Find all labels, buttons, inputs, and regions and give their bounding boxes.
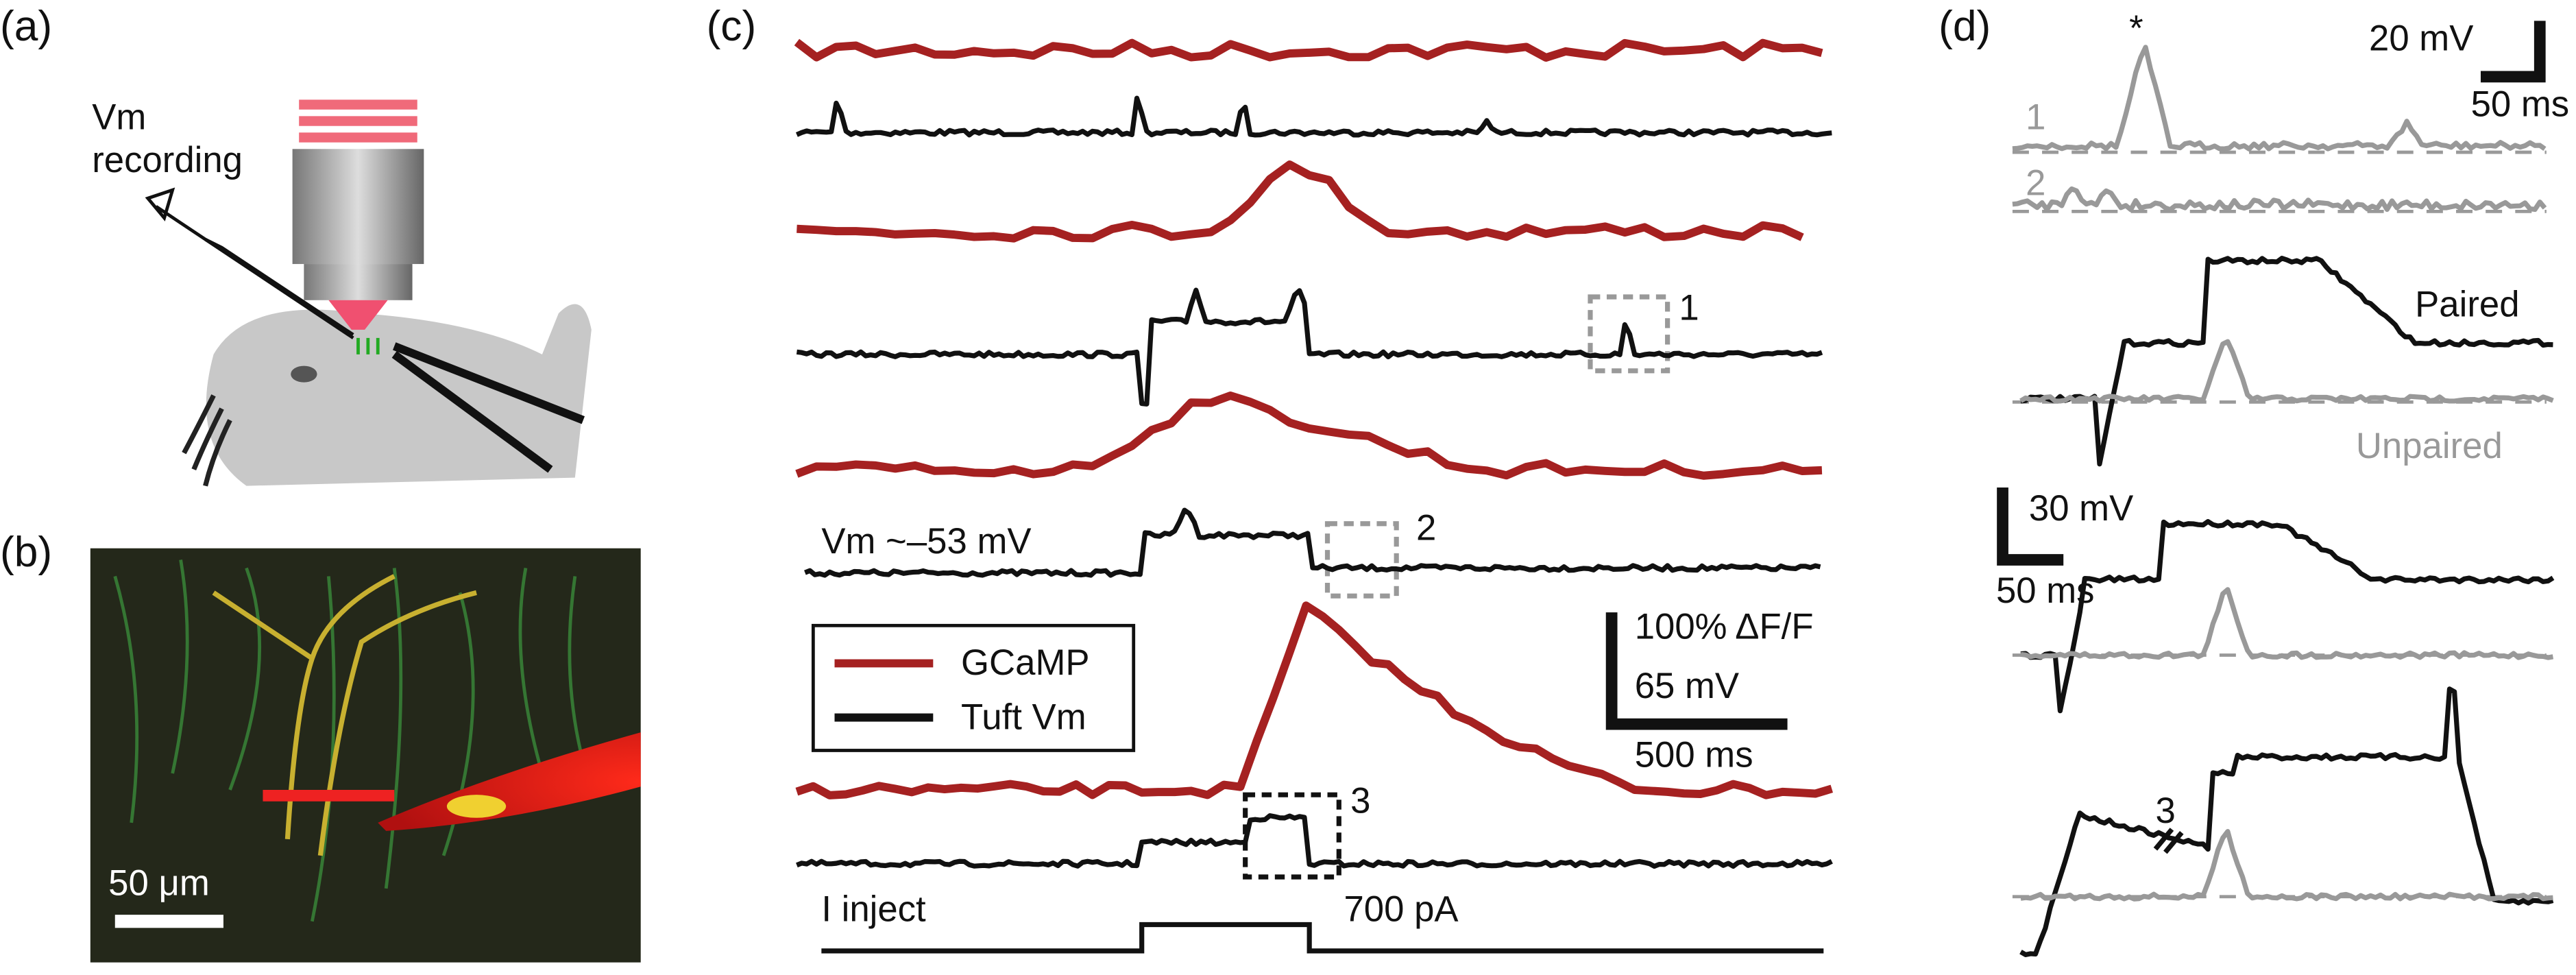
image [90, 548, 641, 963]
trace [796, 287, 1823, 407]
pipette [204, 237, 354, 337]
annotation: Vm ~–53 mV [821, 521, 1031, 562]
panel-label: (b) [0, 529, 52, 576]
scale-label: 30 mV [2029, 488, 2133, 529]
trace [2020, 256, 2553, 467]
scale-label: 50 μm [108, 863, 210, 903]
scale-bar [1605, 612, 1788, 730]
trace [796, 813, 1833, 869]
scale-label: 50 ms [1996, 570, 2095, 611]
trace [2019, 339, 2554, 404]
box-label: 3 [1350, 781, 1370, 821]
laser [299, 132, 417, 143]
trace [795, 601, 1834, 799]
box-label: 2 [1416, 508, 1436, 549]
annotation: Paired [2415, 285, 2519, 325]
box [1324, 521, 1399, 599]
scale-label: 500 ms [1635, 734, 1753, 775]
whiskers [182, 394, 232, 487]
annotation: 3 [2155, 791, 2175, 831]
trace [795, 392, 1823, 480]
annotation: 700 pA [1344, 889, 1459, 930]
box-label: 1 [1679, 288, 1699, 328]
laser-cone [328, 300, 388, 330]
mouse-eye [291, 365, 317, 383]
legend-entry: Tuft Vm [961, 697, 1086, 737]
scale-bar [1997, 487, 2064, 566]
mouse [206, 304, 592, 486]
trace [2019, 686, 2554, 957]
box [1243, 792, 1341, 880]
annotation: * [2129, 8, 2143, 49]
annotation: Unpaired [2356, 426, 2503, 466]
trace [794, 38, 1823, 62]
objective [292, 149, 424, 265]
trace [2012, 45, 2547, 152]
scale-label: 100% ΔF/F [1635, 606, 1814, 647]
scale-label: 20 mV [2369, 18, 2473, 58]
trace [797, 160, 1804, 243]
scale-bar [2480, 21, 2546, 83]
scale-label: 50 ms [2471, 84, 2570, 124]
neurons [356, 337, 380, 354]
box [1588, 294, 1670, 374]
pipette-image [378, 732, 641, 831]
scale-bar [114, 915, 223, 928]
trace [2020, 519, 2555, 714]
break [2153, 828, 2184, 854]
trace [804, 507, 1821, 578]
trace [795, 95, 1832, 138]
trace [2020, 829, 2553, 902]
stimulus-trace [821, 922, 1824, 954]
trace [2020, 587, 2554, 660]
panel-label: (a) [0, 3, 52, 50]
laser [299, 99, 417, 110]
layout: (a) Vm recording (b) 50 μm (c) 1 [0, 3, 2569, 963]
annotation: Vm [92, 97, 146, 138]
panel-label: (d) [1939, 3, 1991, 50]
pipette [391, 342, 585, 473]
objective [304, 264, 413, 300]
scale-label: 65 mV [1635, 666, 1739, 706]
legend-entry: GCaMP [961, 642, 1089, 683]
legend [811, 623, 1136, 752]
cell [446, 795, 507, 818]
trace-label: 2 [2026, 162, 2045, 203]
trace-label: 1 [2026, 97, 2045, 138]
marker [263, 789, 395, 802]
laser [299, 116, 417, 126]
annotation: I inject [821, 889, 926, 930]
panel-label: (c) [707, 3, 757, 50]
annotation: recording [92, 140, 243, 180]
trace [2012, 186, 2547, 213]
